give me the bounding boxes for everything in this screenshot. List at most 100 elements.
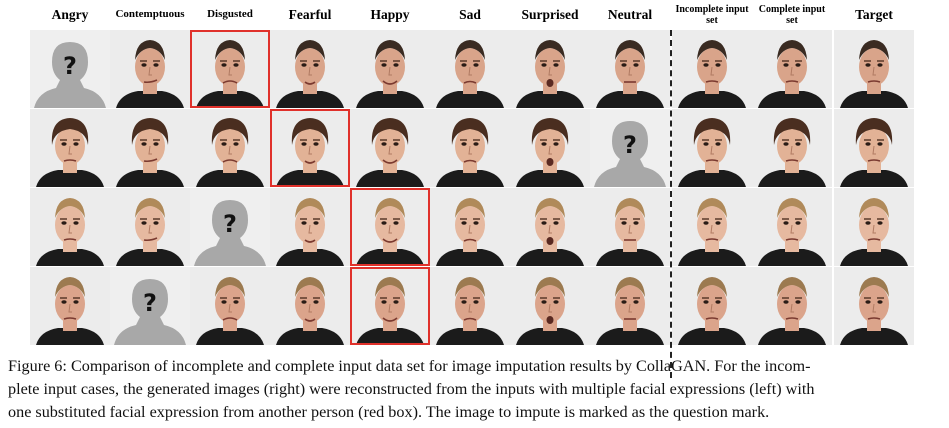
header-happy: Happy	[370, 7, 410, 22]
face-image	[834, 188, 914, 266]
face-image	[190, 267, 270, 345]
face-icon	[190, 30, 270, 108]
face-icon	[270, 30, 350, 108]
face-icon	[30, 109, 110, 187]
face-icon	[834, 188, 914, 266]
face-icon	[510, 30, 590, 108]
missing-face-placeholder: ?	[110, 267, 190, 345]
face-image	[834, 30, 914, 108]
face-image	[672, 267, 752, 345]
face-image	[510, 109, 590, 187]
face-image	[270, 30, 350, 108]
face-image	[590, 188, 670, 266]
face-icon	[190, 109, 270, 187]
question-silhouette-icon: ?	[110, 267, 190, 345]
face-image	[30, 188, 110, 266]
face-icon	[510, 109, 590, 187]
face-icon	[672, 267, 752, 345]
face-image	[430, 109, 510, 187]
face-image	[350, 267, 430, 345]
face-icon	[270, 109, 350, 187]
dashed-divider	[670, 30, 672, 378]
face-icon	[350, 109, 430, 187]
face-icon	[270, 267, 350, 345]
face-icon	[834, 109, 914, 187]
face-icon	[430, 109, 510, 187]
face-icon	[110, 188, 190, 266]
column-headers: Angry Contemptuous Disgusted Fearful Hap…	[0, 0, 949, 30]
question-silhouette-icon: ?	[30, 30, 110, 108]
face-image	[510, 30, 590, 108]
header-target: Target	[855, 7, 893, 22]
question-silhouette-icon: ?	[590, 109, 670, 187]
missing-face-placeholder: ?	[190, 188, 270, 266]
header-neutral: Neutral	[607, 7, 653, 22]
svg-text:?: ?	[143, 289, 157, 317]
face-image	[672, 30, 752, 108]
face-icon	[672, 188, 752, 266]
face-icon	[752, 188, 832, 266]
caption-line-2: plete input cases, the generated images …	[8, 380, 815, 398]
face-icon	[834, 267, 914, 345]
header-disgusted: Disgusted	[207, 8, 253, 20]
header-contemptuous: Contemptuous	[115, 8, 185, 20]
svg-text:?: ?	[223, 210, 237, 238]
face-icon	[510, 188, 590, 266]
face-image	[834, 109, 914, 187]
caption-line-3: one substituted facial expression from a…	[8, 403, 770, 421]
face-icon	[350, 188, 430, 266]
face-icon	[110, 109, 190, 187]
face-image	[752, 30, 832, 108]
svg-text:?: ?	[623, 131, 637, 159]
face-image	[270, 188, 350, 266]
face-image	[752, 267, 832, 345]
face-icon	[752, 109, 832, 187]
face-icon	[672, 109, 752, 187]
face-icon	[590, 267, 670, 345]
face-icon	[430, 30, 510, 108]
header-incomplete-input-set: Incomplete input set	[675, 4, 749, 26]
face-image	[110, 188, 190, 266]
face-image	[350, 188, 430, 266]
face-image	[350, 109, 430, 187]
face-image	[430, 188, 510, 266]
face-image	[110, 30, 190, 108]
face-image	[510, 267, 590, 345]
header-surprised: Surprised	[521, 7, 579, 22]
face-image	[752, 188, 832, 266]
face-image	[270, 109, 350, 187]
face-image	[110, 109, 190, 187]
face-icon	[752, 30, 832, 108]
face-icon	[510, 267, 590, 345]
face-image	[590, 267, 670, 345]
face-image	[590, 30, 670, 108]
face-icon	[672, 30, 752, 108]
face-image	[510, 188, 590, 266]
face-icon	[350, 267, 430, 345]
face-image	[190, 30, 270, 108]
face-image	[190, 109, 270, 187]
face-icon	[590, 30, 670, 108]
face-image	[834, 267, 914, 345]
face-image	[430, 267, 510, 345]
figure-caption: Figure 6: Comparison of incomplete and c…	[8, 355, 943, 424]
face-icon	[834, 30, 914, 108]
face-image	[30, 109, 110, 187]
header-complete-input-set: Complete input set	[758, 4, 826, 26]
face-image	[672, 188, 752, 266]
question-silhouette-icon: ?	[190, 188, 270, 266]
header-angry: Angry	[51, 7, 89, 22]
svg-text:?: ?	[63, 52, 77, 80]
face-image	[672, 109, 752, 187]
face-image	[430, 30, 510, 108]
missing-face-placeholder: ?	[30, 30, 110, 108]
face-icon	[190, 267, 270, 345]
face-image	[270, 267, 350, 345]
face-icon	[110, 30, 190, 108]
caption-line-1: Figure 6: Comparison of incomplete and c…	[8, 357, 811, 375]
header-sad: Sad	[459, 7, 481, 22]
face-icon	[430, 188, 510, 266]
missing-face-placeholder: ?	[590, 109, 670, 187]
face-icon	[430, 267, 510, 345]
face-image	[752, 109, 832, 187]
